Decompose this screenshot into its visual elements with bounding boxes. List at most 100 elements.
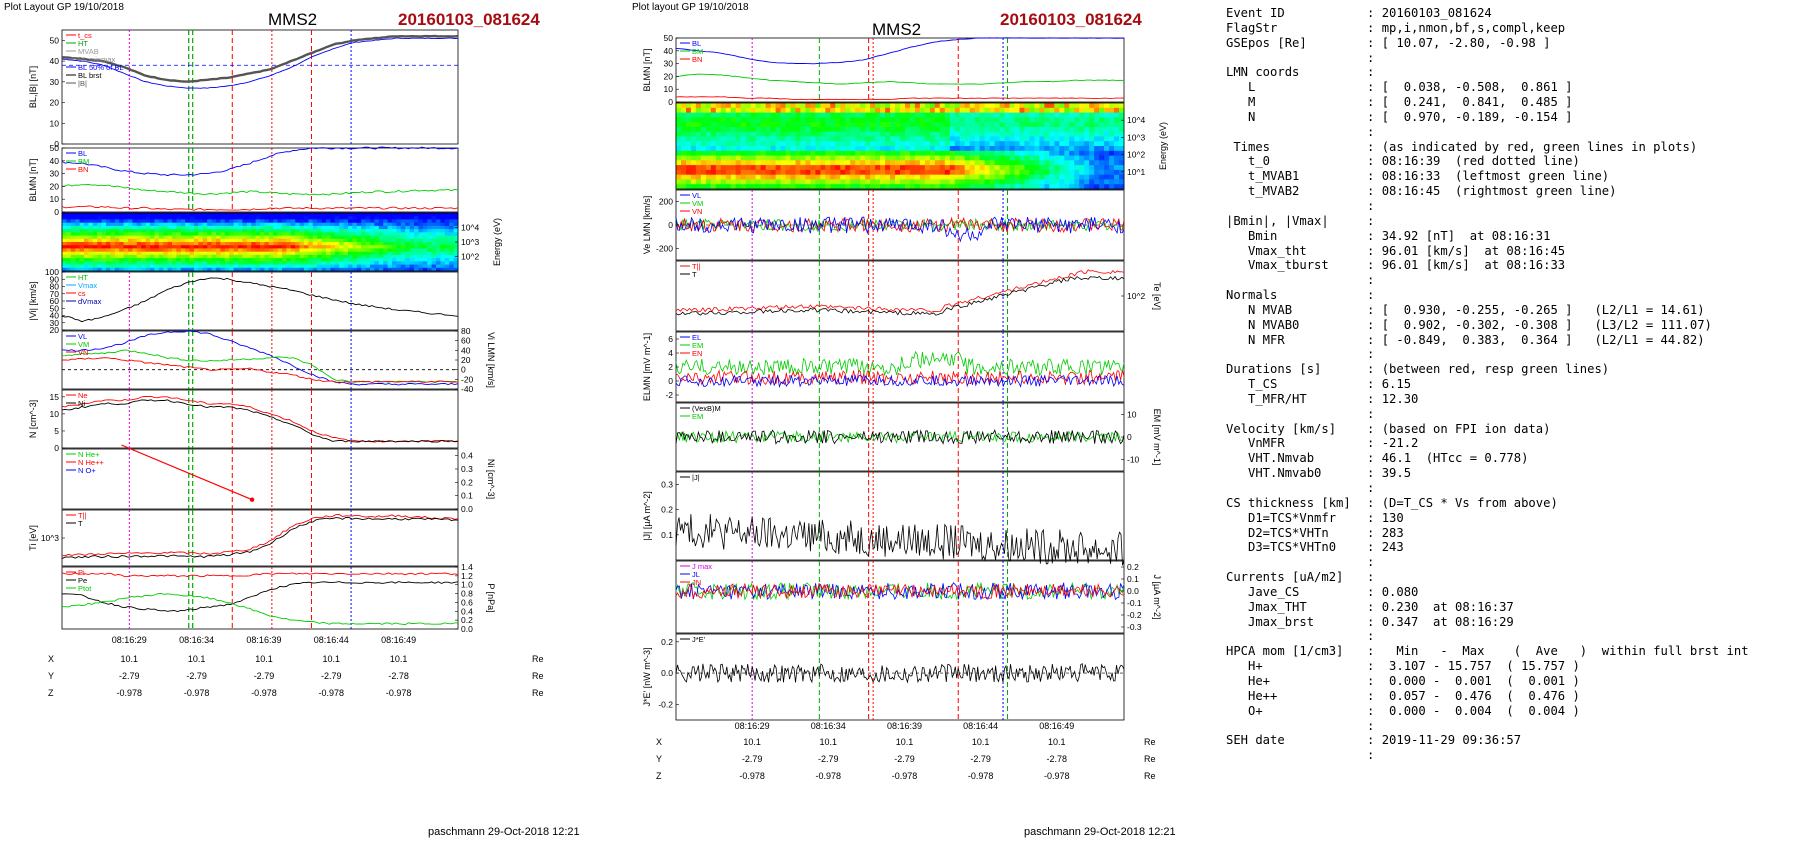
spectrogram-cell — [1064, 136, 1070, 142]
spectrogram-cell — [725, 155, 732, 161]
spectrogram-cell — [409, 229, 415, 233]
spectrogram-cell — [780, 136, 786, 142]
spectrogram-cell — [1119, 165, 1125, 171]
spectrogram-cell — [865, 126, 871, 133]
spectrogram-cell — [268, 267, 274, 272]
spectrogram-cell — [954, 146, 961, 152]
spectrogram-cell — [343, 267, 349, 272]
spectrogram-cell — [959, 169, 966, 176]
spectrogram-cell — [964, 160, 971, 166]
spectrogram-cell — [686, 150, 692, 157]
spectrogram-cell — [1084, 146, 1090, 152]
spectrogram-cell — [75, 225, 81, 230]
event-info-row: SEH date: 2019-11-29 09:36:57 — [1226, 733, 1749, 748]
spectrogram-cell — [189, 222, 195, 227]
spectrogram-cell — [800, 155, 806, 161]
spectrogram-cell — [202, 245, 208, 249]
spectrogram-cell — [312, 235, 318, 240]
spectrogram-cell — [949, 174, 956, 180]
spectrogram-cell — [145, 238, 151, 243]
spectrogram-cell — [374, 238, 380, 243]
event-info-value: 0.057 - 0.476 ( 0.476 ) — [1381, 688, 1580, 703]
spectrogram-cell — [449, 267, 455, 272]
spectrogram-cell — [312, 248, 318, 253]
spectrogram-cell — [106, 222, 111, 227]
spectrogram-cell — [185, 254, 191, 259]
spectrogram-cell — [830, 169, 836, 176]
spectrogram-cell — [299, 258, 305, 262]
spectrogram-cell — [427, 238, 433, 243]
spectrogram-cell — [805, 169, 811, 176]
spectrogram-cell — [198, 245, 204, 249]
spectrogram-cell — [202, 222, 208, 227]
spectrogram-cell — [141, 229, 147, 233]
spectrogram-cell — [755, 126, 762, 133]
event-info-colon: : — [1367, 703, 1382, 718]
spectrogram-cell — [220, 242, 226, 246]
spectrogram-cell — [765, 131, 772, 137]
series-line — [675, 350, 1125, 377]
spectrogram-cell — [1019, 169, 1025, 176]
spectrogram-cell — [850, 160, 856, 166]
spectrogram-cell — [180, 235, 186, 240]
spectrogram-cell — [361, 213, 367, 217]
spectrogram-cell — [830, 150, 836, 157]
spectrogram-cell — [949, 122, 956, 128]
spectrogram-cell — [969, 122, 976, 128]
spectrogram-cell — [1004, 141, 1010, 147]
spectrogram-cell — [979, 117, 986, 123]
position-row-label: Y — [656, 754, 662, 764]
spectrogram-cell — [163, 222, 169, 227]
spectrogram-cell — [1099, 112, 1105, 118]
spectrogram-cell — [383, 258, 389, 262]
spectrogram-cell — [715, 174, 722, 180]
spectrogram-cell — [251, 254, 257, 259]
event-info-colon: : — [1367, 347, 1382, 362]
spectrogram-cell — [840, 169, 846, 176]
spectrogram-cell — [119, 245, 125, 249]
spectrogram-cell — [444, 251, 450, 256]
spectrogram-cell — [880, 122, 886, 128]
spectrogram-cell — [264, 216, 270, 220]
event-info-colon: : — [1367, 629, 1382, 644]
spectrogram-cell — [128, 258, 133, 262]
spectrogram-cell — [715, 155, 722, 161]
spectrogram-cell — [1044, 131, 1050, 137]
spectrogram-cell — [1054, 107, 1060, 114]
spectrogram-cell — [79, 242, 85, 246]
spectrogram-cell — [88, 245, 94, 249]
spectrogram-cell — [676, 107, 682, 114]
spectrogram-cell — [141, 216, 147, 220]
spectrogram-cell — [1074, 179, 1080, 185]
spectrogram-cell — [128, 225, 133, 230]
spectrogram-cell — [1029, 160, 1035, 166]
spectrogram-cell — [870, 169, 876, 176]
spectrogram-cell — [286, 264, 292, 269]
spectrogram-cell — [780, 150, 786, 157]
event-info-row: : — [1226, 347, 1749, 362]
spectrogram-cell — [790, 165, 796, 171]
spectrogram-cell — [378, 258, 384, 262]
spectrogram-cell — [326, 213, 331, 217]
spectrogram-cell — [136, 219, 142, 224]
spectrogram-cell — [242, 235, 248, 240]
spectrogram-cell — [1089, 179, 1095, 185]
spectrogram-cell — [66, 258, 72, 262]
spectrogram-cell — [1059, 141, 1065, 147]
spectrogram-cell — [1019, 179, 1025, 185]
spectrogram-cell — [1064, 141, 1070, 147]
spectrogram-cell — [845, 179, 851, 185]
spectrogram-cell — [835, 136, 841, 142]
spectrogram-cell — [895, 117, 901, 123]
spectrogram-cell — [422, 235, 428, 240]
spectrogram-cell — [1004, 169, 1010, 176]
spectrogram-cell — [255, 235, 261, 240]
spectrogram-cell — [238, 242, 243, 246]
spectrogram-cell — [885, 160, 891, 166]
spectrogram-cell — [934, 117, 941, 123]
spectrogram-cell — [780, 107, 786, 114]
spectrogram-cell — [339, 254, 345, 259]
spectrogram-cell — [1094, 103, 1100, 109]
spectrogram-cell — [785, 179, 791, 185]
spectrogram-cell — [453, 213, 459, 217]
